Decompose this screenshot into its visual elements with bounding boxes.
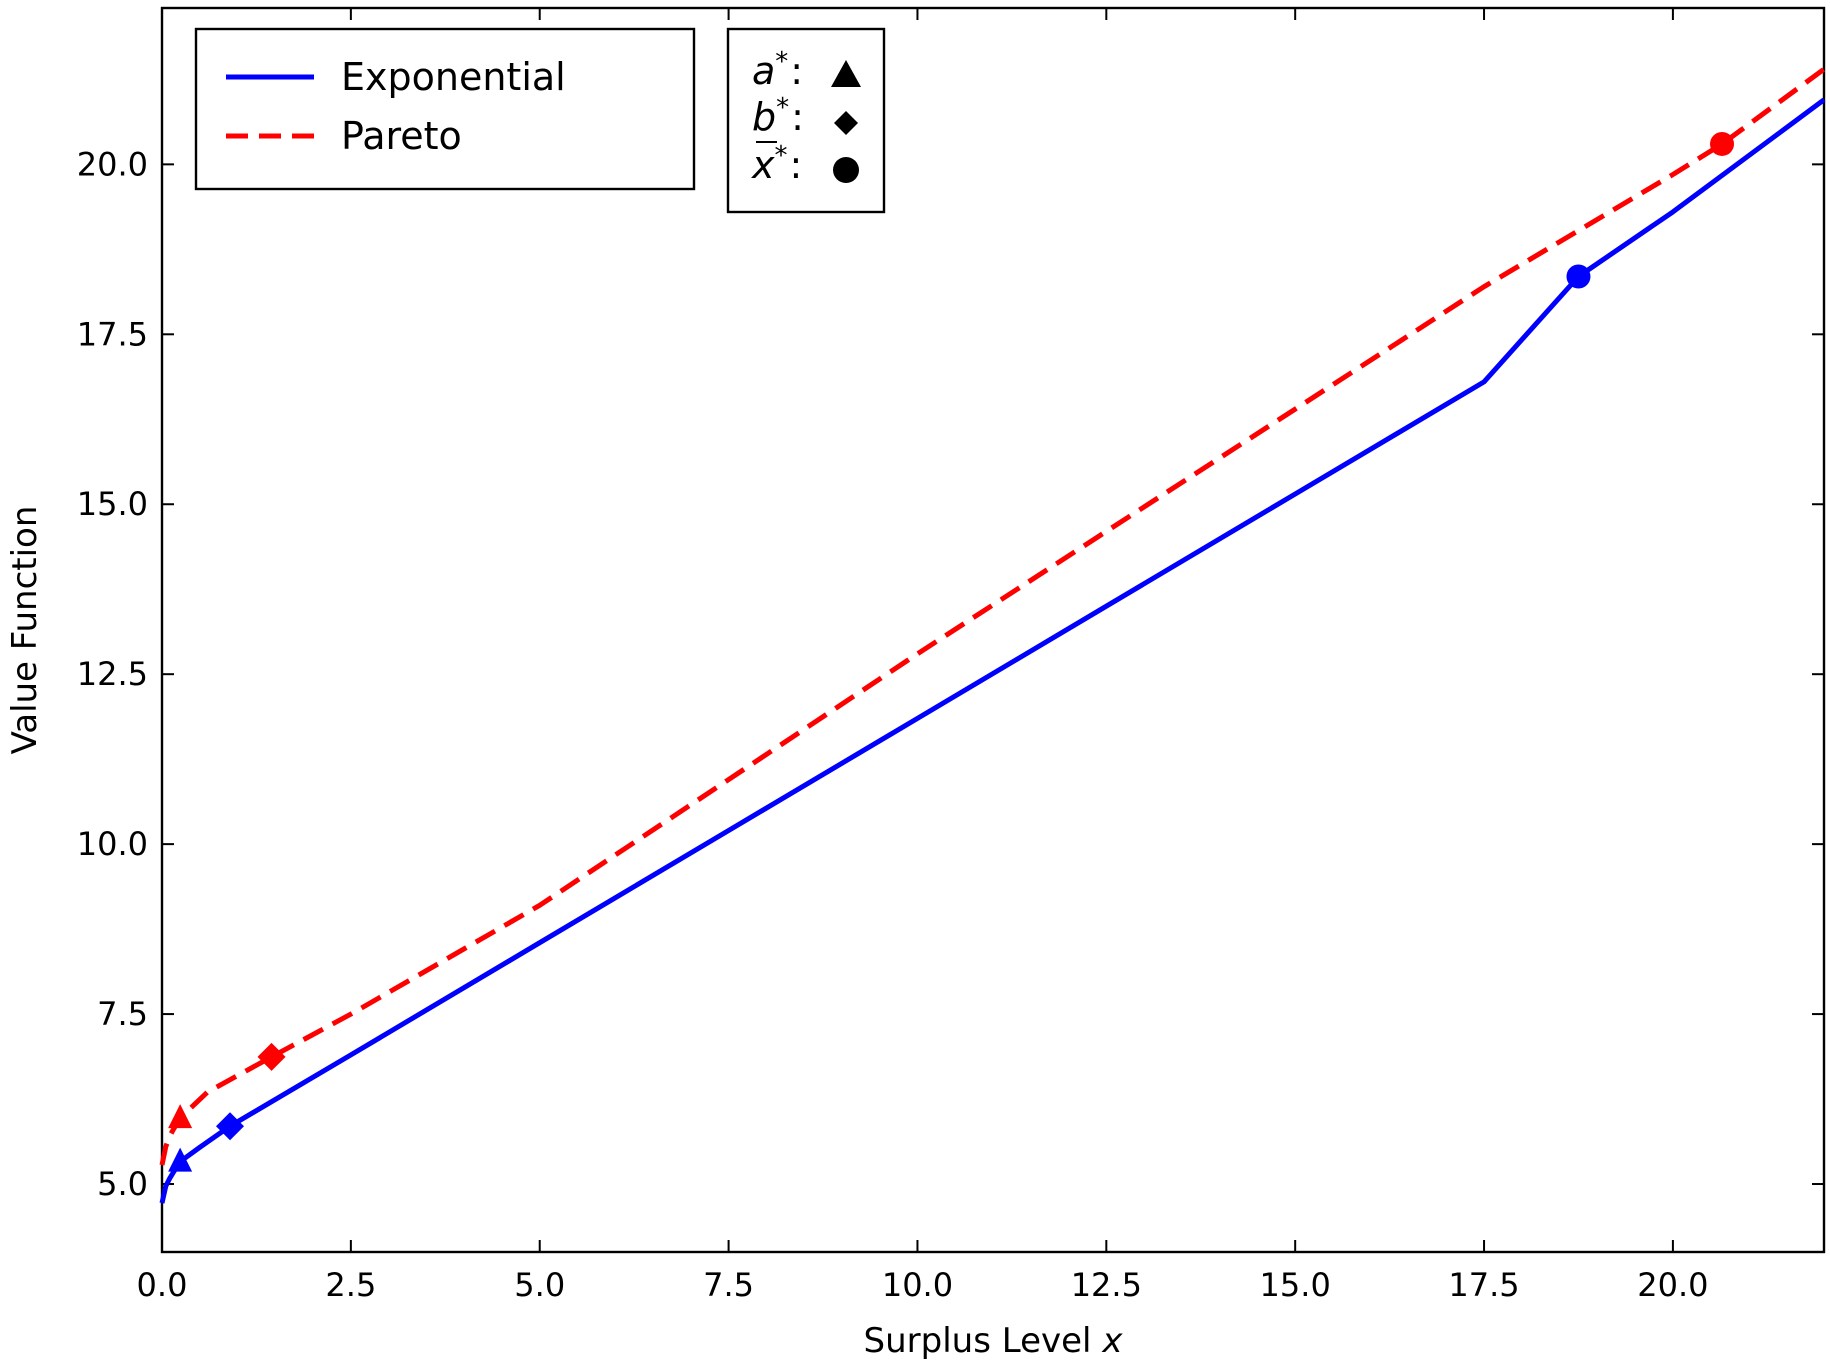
series-legend-box — [194, 27, 696, 191]
series-markers — [168, 131, 1735, 1172]
x-axis-label: Surplus Level x — [864, 1321, 1124, 1361]
marker-legend-sup-x: * — [775, 141, 788, 171]
marker-legend-box — [726, 27, 886, 214]
marker-exponential-diamond — [215, 1112, 244, 1141]
x-tick-label: 7.5 — [703, 1266, 754, 1304]
x-axis-ticks: 0.0 2.5 5.0 7.5 10.0 12.5 15.0 17.5 20.0 — [137, 8, 1709, 1304]
diamond-icon — [834, 111, 858, 135]
marker-legend-sep-b: : — [791, 95, 804, 139]
marker-legend-symbol-a: a — [752, 49, 775, 93]
series-line-pareto — [159, 67, 1826, 1166]
circle-icon — [833, 157, 859, 183]
marker-pareto-triangle — [168, 1104, 193, 1129]
marker-legend-sep-x: : — [790, 143, 803, 187]
marker-legend-sup-b: * — [776, 93, 789, 123]
triangle-icon — [831, 60, 861, 87]
marker-legend-label-x: x*: — [751, 141, 802, 187]
y-tick-label: 10.0 — [77, 825, 148, 863]
marker-legend-sep-a: : — [790, 49, 803, 93]
legend-label-pareto: Pareto — [341, 114, 462, 158]
x-tick-label: 20.0 — [1637, 1266, 1708, 1304]
y-tick-label: 12.5 — [77, 655, 148, 693]
x-tick-label: 10.0 — [882, 1266, 953, 1304]
x-tick-label: 0.0 — [137, 1266, 188, 1304]
x-axis-label-text: Surplus Level — [864, 1321, 1092, 1361]
y-axis-ticks: 5.0 7.5 10.0 12.5 15.0 17.5 20.0 — [77, 145, 1824, 1203]
series-legend: Exponential Pareto — [194, 27, 696, 191]
y-tick-label: 17.5 — [77, 315, 148, 353]
marker-legend-label-a: a*: — [752, 47, 803, 93]
y-tick-label: 20.0 — [77, 145, 148, 183]
x-tick-label: 17.5 — [1448, 1266, 1519, 1304]
y-tick-label: 7.5 — [97, 995, 148, 1033]
x-tick-label: 2.5 — [325, 1266, 376, 1304]
plot-area-frame — [160, 6, 1826, 1254]
marker-legend-symbol-x: x — [751, 143, 775, 187]
marker-exponential-circle — [1566, 264, 1591, 289]
x-tick-label: 5.0 — [514, 1266, 565, 1304]
marker-pareto-diamond — [257, 1042, 286, 1071]
marker-legend-symbol-b: b — [752, 95, 776, 139]
y-axis-label: Value Function — [5, 506, 45, 755]
x-tick-label: 12.5 — [1071, 1266, 1142, 1304]
marker-legend-sup-a: * — [775, 47, 788, 77]
series-lines — [159, 67, 1826, 1204]
legend-label-exponential: Exponential — [341, 55, 566, 99]
x-axis-label-variable: x — [1101, 1321, 1123, 1361]
marker-legend-label-b: b*: — [752, 93, 804, 139]
marker-legend: a*: b*: x*: — [726, 27, 886, 214]
x-tick-label: 15.0 — [1260, 1266, 1331, 1304]
y-tick-label: 15.0 — [77, 485, 148, 523]
y-tick-label: 5.0 — [97, 1165, 148, 1203]
series-line-exponential — [159, 97, 1826, 1204]
marker-exponential-triangle — [168, 1147, 193, 1172]
marker-pareto-circle — [1710, 131, 1735, 156]
